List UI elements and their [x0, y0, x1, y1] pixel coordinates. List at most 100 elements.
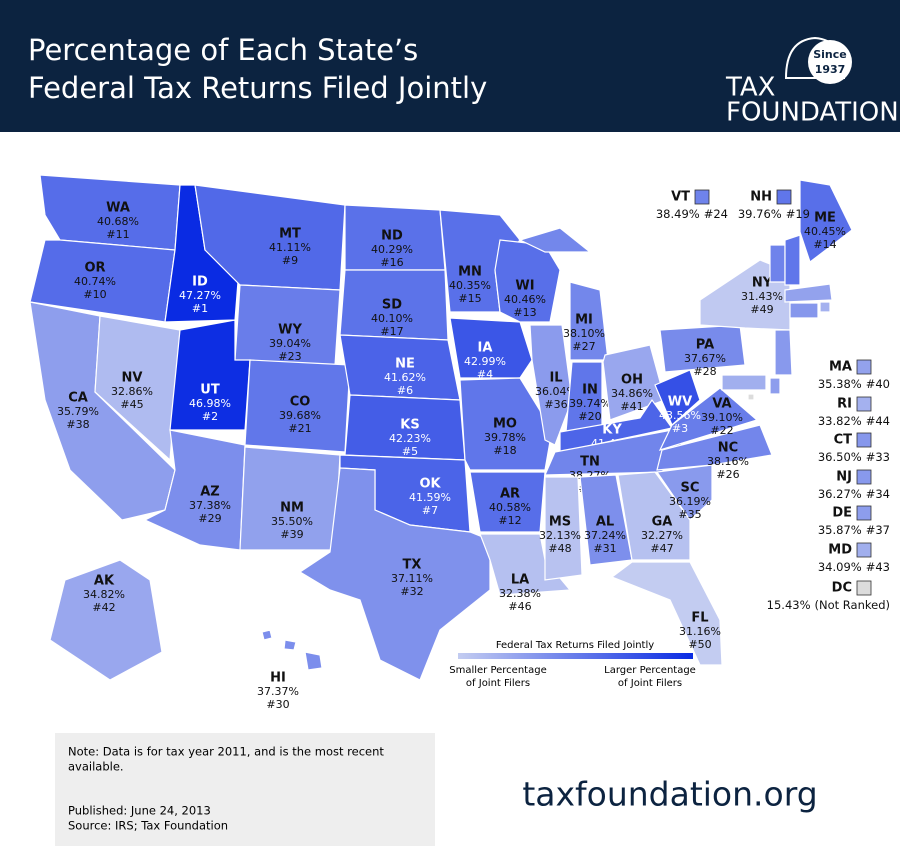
state-value: 47.27%: [179, 289, 221, 302]
state: [819, 301, 831, 313]
state: [774, 329, 793, 376]
state-value: 34.82%: [83, 588, 125, 601]
legend-low: of Joint Filers: [466, 678, 530, 689]
state-value: 40.68%: [97, 215, 139, 228]
state-swatch: [856, 469, 872, 485]
state-abbr: NM: [280, 501, 304, 516]
state: [49, 559, 163, 681]
state-rank: #3: [672, 422, 688, 435]
state-detail: 38.49% #24: [656, 207, 728, 221]
state-rank: #24: [704, 207, 728, 221]
state-rank: #44: [866, 414, 890, 428]
state-value: 39.10%: [701, 411, 743, 424]
state-rank: #27: [572, 340, 595, 353]
state-rank: #18: [493, 444, 516, 457]
legend-low: Smaller Percentage: [449, 665, 546, 676]
state-rank: #12: [498, 514, 521, 527]
state-rank: #30: [266, 698, 289, 711]
state-abbr: WI: [515, 279, 534, 294]
state-value: 40.58%: [489, 501, 531, 514]
state: [769, 244, 786, 283]
legend: Federal Tax Returns Filed Jointly Smalle…: [449, 640, 696, 689]
state-rank: #1: [192, 302, 208, 315]
state-value: 40.45%: [804, 225, 846, 238]
legend-high: Larger Percentage: [604, 665, 696, 676]
note-published: Published: June 24, 2013: [68, 804, 211, 818]
state-value: 36.19%: [669, 495, 711, 508]
logo-year: 1937: [815, 63, 846, 76]
state-swatch: [856, 542, 872, 558]
note-line: available.: [68, 760, 124, 774]
state: [544, 476, 583, 581]
state-value: 42.99%: [464, 355, 506, 368]
state: [298, 467, 491, 681]
state-rank: #47: [650, 542, 673, 555]
state-value: 35.38%: [818, 377, 862, 391]
state-abbr: SC: [681, 481, 700, 496]
state: [94, 315, 181, 462]
state-rank: #35: [678, 508, 701, 521]
state-swatch: [856, 580, 872, 596]
state-rank: #10: [83, 288, 106, 301]
state-value: 37.37%: [257, 685, 299, 698]
state-rank: #37: [866, 523, 890, 537]
state-abbr: FL: [691, 611, 708, 626]
state-rank: #39: [280, 528, 303, 541]
state-abbr: NC: [718, 441, 738, 456]
state-abbr: DE: [832, 506, 852, 521]
state-abbr: ND: [381, 229, 403, 244]
state: [655, 464, 713, 521]
state-swatch: [694, 189, 710, 205]
url: taxfoundation.org: [522, 775, 817, 814]
state-swatch: [856, 359, 872, 375]
state-value: 35.87%: [818, 523, 862, 537]
state-value: 34.09%: [818, 560, 862, 574]
state-value: 37.24%: [584, 529, 626, 542]
state-value: 32.38%: [499, 587, 541, 600]
state-rank: #21: [288, 422, 311, 435]
state-rank: #43: [866, 560, 890, 574]
state: [656, 424, 773, 471]
state-rank: #4: [477, 368, 493, 381]
state: [559, 398, 674, 453]
state-detail: 33.82% #44: [818, 414, 890, 428]
state-rank: #46: [508, 600, 531, 613]
state-value: 43.56%: [659, 409, 701, 422]
state-abbr: CA: [68, 391, 88, 406]
state-value: 33.82%: [818, 414, 862, 428]
state: [610, 561, 723, 666]
state-value: 35.79%: [57, 405, 99, 418]
title-line: Federal Tax Returns Filed Jointly: [28, 71, 487, 105]
state-abbr: WV: [668, 395, 692, 410]
state-abbr: NV: [122, 371, 143, 386]
state-abbr: TN: [580, 455, 600, 470]
logo-name: FOUNDATION: [726, 98, 899, 128]
state-value: 31.43%: [741, 290, 783, 303]
state: [459, 377, 553, 471]
state-value: 41.59%: [409, 491, 451, 504]
state-rank: #7: [422, 504, 438, 517]
state-detail: 35.38% #40: [818, 377, 890, 391]
state-rank: #49: [750, 303, 773, 316]
state: [799, 179, 853, 263]
state: [469, 471, 546, 533]
state-rank: #28: [693, 365, 716, 378]
state: [747, 393, 755, 401]
state-rank: #41: [620, 400, 643, 413]
state-value: 37.11%: [391, 572, 433, 585]
state-value: 32.27%: [641, 529, 683, 542]
state: [789, 302, 819, 319]
state-value: 40.74%: [74, 275, 116, 288]
state-value: 40.46%: [504, 293, 546, 306]
state-value: 15.43%: [767, 598, 811, 612]
state-abbr: IN: [582, 383, 598, 398]
state-abbr: NJ: [836, 470, 852, 485]
state-rank: #29: [198, 512, 221, 525]
state-rank: #6: [397, 384, 413, 397]
state-abbr: CO: [290, 395, 311, 410]
state-abbr: NE: [395, 357, 415, 372]
state-abbr: HI: [270, 671, 286, 686]
state-abbr: PA: [696, 338, 714, 353]
state-abbr: VA: [712, 397, 731, 412]
header-band: [0, 0, 900, 132]
